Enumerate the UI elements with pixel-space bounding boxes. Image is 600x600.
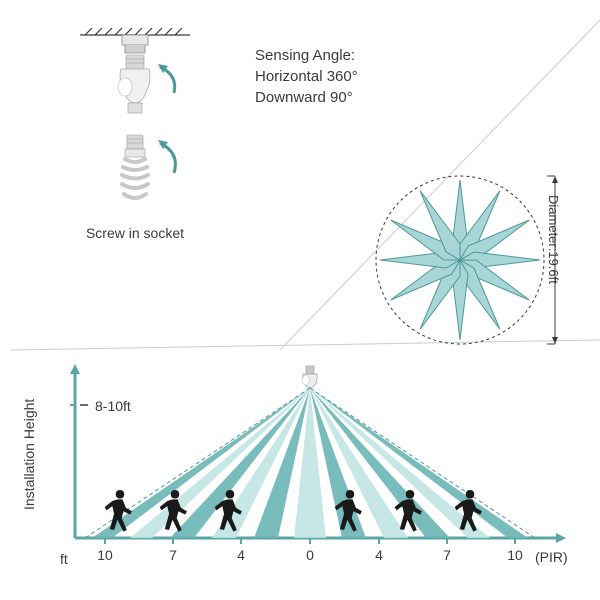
- install-height-label: Installation Height: [20, 399, 40, 510]
- sensing-downward: Downward 90°: [255, 87, 358, 108]
- x-axis-unit: ft: [60, 550, 68, 570]
- socket-caption: Screw in socket: [60, 225, 210, 241]
- xtick-1: 7: [169, 547, 177, 563]
- xtick-5: 7: [443, 547, 451, 563]
- xtick-4: 4: [375, 547, 383, 563]
- coverage-chart: 10 7 4 0 4 7 10: [30, 360, 590, 580]
- xtick-0: 10: [97, 547, 113, 563]
- sensing-angle-block: Sensing Angle: Horizontal 360° Downward …: [255, 45, 358, 108]
- xtick-2: 4: [237, 547, 245, 563]
- install-height-value: 8-10ft: [95, 397, 131, 417]
- socket-illustration: [40, 25, 260, 235]
- sensing-title: Sensing Angle:: [255, 45, 358, 66]
- xtick-3: 0: [306, 547, 314, 563]
- diameter-label: Diameter:19.6ft: [544, 195, 562, 284]
- pir-label: (PIR): [535, 548, 568, 568]
- xtick-6: 10: [507, 547, 523, 563]
- sensing-horizontal: Horizontal 360°: [255, 66, 358, 87]
